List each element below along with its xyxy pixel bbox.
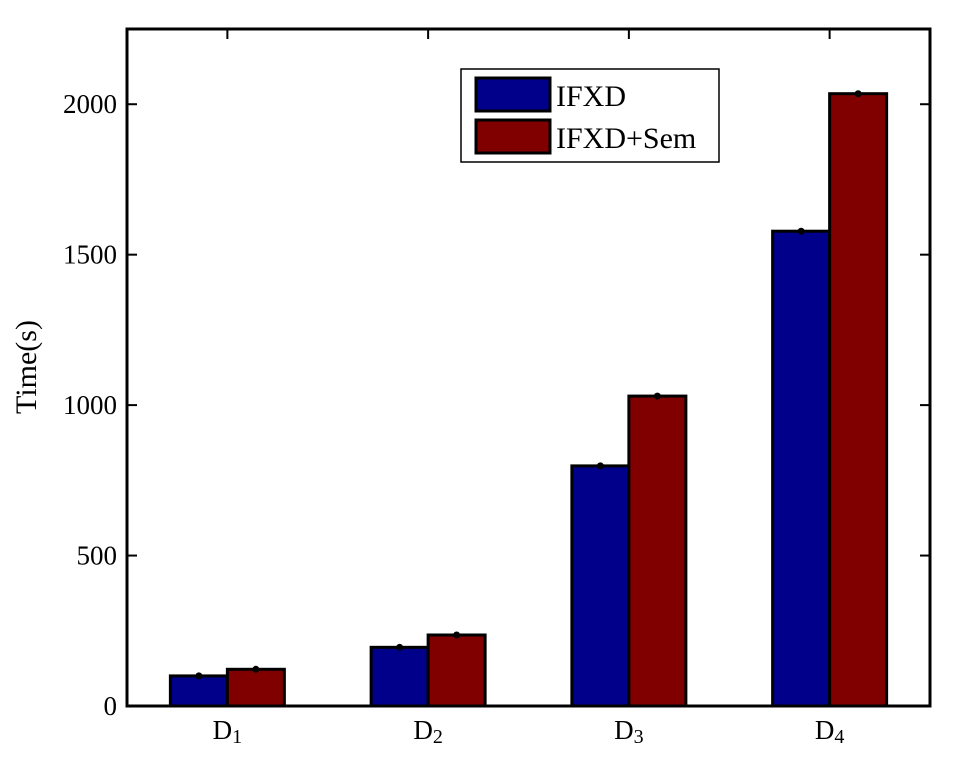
legend: IFXD IFXD+Sem bbox=[460, 68, 720, 163]
error-marker-2-4 bbox=[854, 90, 862, 98]
legend-swatch-1 bbox=[474, 76, 552, 113]
error-marker-1-1 bbox=[195, 672, 203, 680]
bar-ifxd-2 bbox=[369, 645, 430, 708]
y-tick-label: 500 bbox=[77, 541, 118, 571]
bar-ifxd-sem-2 bbox=[426, 633, 487, 708]
y-axis-label: Time(s) bbox=[10, 320, 43, 414]
legend-label-1: IFXD bbox=[556, 80, 626, 113]
y-tick-label: 2000 bbox=[63, 89, 117, 119]
y-tick-label: 1000 bbox=[63, 390, 117, 420]
legend-label-2: IFXD+Sem bbox=[556, 122, 696, 155]
error-marker-1-4 bbox=[797, 227, 805, 235]
bar-ifxd-1 bbox=[168, 674, 229, 708]
bar-ifxd-4 bbox=[771, 229, 832, 708]
error-marker-1-2 bbox=[396, 643, 404, 651]
error-marker-1-3 bbox=[596, 462, 604, 470]
x-tick-label-3: D3 bbox=[614, 715, 644, 748]
bar-ifxd-sem-1 bbox=[225, 667, 286, 708]
x-tick-label-1: D1 bbox=[213, 715, 243, 748]
bar-ifxd-3 bbox=[570, 464, 631, 708]
error-marker-2-1 bbox=[252, 665, 260, 673]
bar-ifxd-sem-4 bbox=[828, 92, 889, 708]
y-tick-label: 1500 bbox=[63, 240, 117, 270]
bar-ifxd-sem-3 bbox=[627, 394, 688, 708]
error-marker-2-2 bbox=[453, 631, 461, 639]
x-tick-label-4: D4 bbox=[815, 715, 845, 748]
error-marker-2-3 bbox=[653, 392, 661, 400]
y-tick-label: 0 bbox=[104, 691, 118, 721]
legend-swatch-2 bbox=[474, 118, 552, 155]
x-tick-label-2: D2 bbox=[413, 715, 443, 748]
